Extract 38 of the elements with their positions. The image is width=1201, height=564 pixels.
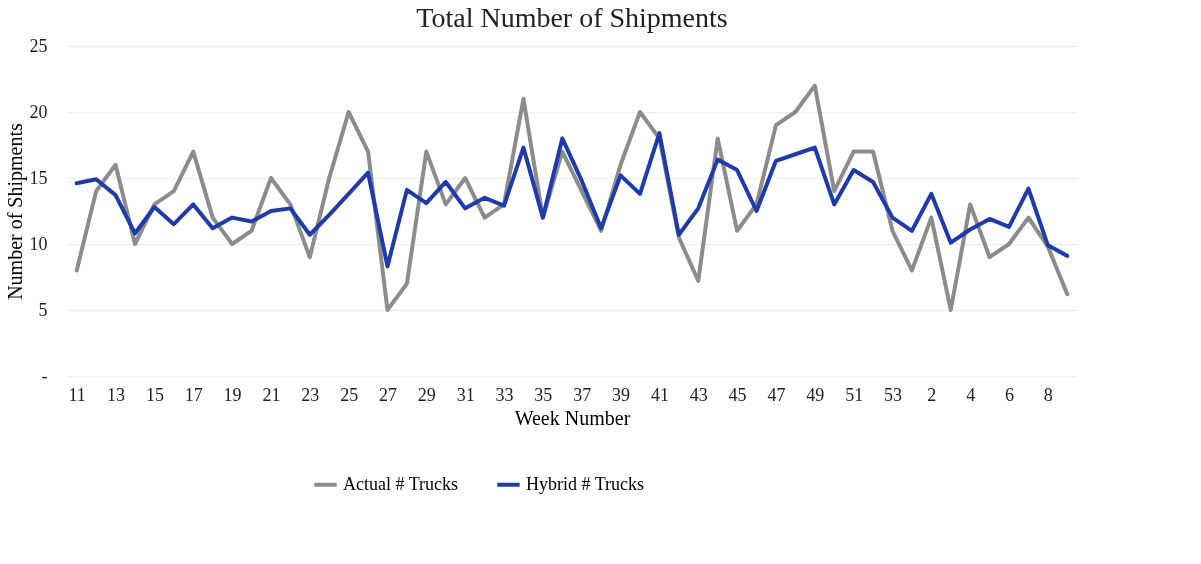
x-axis-title: Week Number — [514, 406, 631, 429]
x-tick-label: 47 — [767, 384, 786, 405]
x-tick-label: 53 — [883, 384, 902, 405]
x-tick-label: 27 — [378, 384, 397, 405]
legend-label: Actual # Trucks — [343, 473, 459, 494]
y-tick-label: 20 — [29, 101, 48, 122]
x-tick-label: 17 — [184, 384, 203, 405]
x-tick-label: 33 — [495, 384, 514, 405]
x-tick-label: 21 — [262, 384, 281, 405]
x-tick-label: 25 — [340, 384, 359, 405]
x-tick-label: 11 — [68, 384, 86, 405]
y-tick-label: 10 — [29, 233, 48, 254]
chart-title: Total Number of Shipments — [416, 2, 728, 33]
x-tick-label: 2 — [927, 384, 937, 405]
x-tick-label: 51 — [845, 384, 864, 405]
y-tick-label: 25 — [29, 35, 48, 56]
x-tick-label: 4 — [966, 384, 976, 405]
x-tick-label: 13 — [107, 384, 126, 405]
x-tick-label: 41 — [650, 384, 669, 405]
legend-label: Hybrid # Trucks — [526, 473, 645, 494]
y-tick-label: 5 — [38, 299, 48, 320]
x-tick-label: 37 — [573, 384, 592, 405]
x-tick-label: 49 — [806, 384, 825, 405]
x-tick-label: 23 — [301, 384, 320, 405]
x-tick-label: 39 — [612, 384, 631, 405]
y-tick-label: - — [41, 365, 48, 386]
x-tick-label: 45 — [728, 384, 747, 405]
x-tick-label: 43 — [689, 384, 708, 405]
x-tick-label: 29 — [417, 384, 436, 405]
x-tick-label: 6 — [1005, 384, 1015, 405]
y-axis-title: Number of Shipments — [3, 122, 27, 300]
x-tick-label: 31 — [456, 384, 475, 405]
y-tick-label: 15 — [29, 167, 48, 188]
x-tick-label: 19 — [223, 384, 242, 405]
x-tick-label: 15 — [145, 384, 164, 405]
x-tick-label: 35 — [534, 384, 553, 405]
line-series — [74, 131, 1070, 269]
x-tick-label: 8 — [1043, 384, 1053, 405]
